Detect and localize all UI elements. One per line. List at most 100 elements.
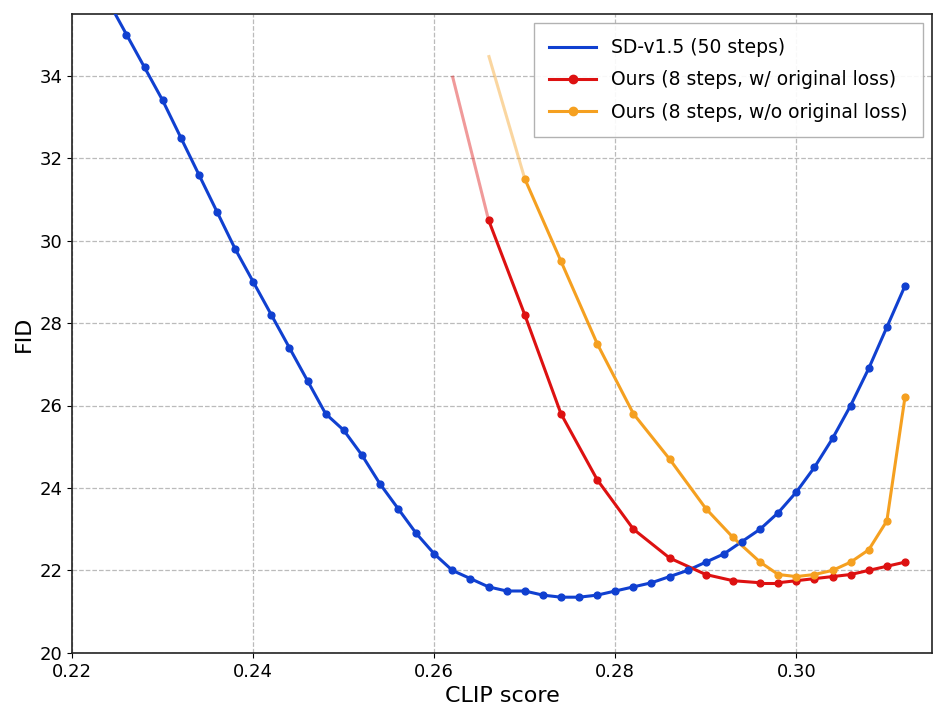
Point bbox=[409, 528, 424, 539]
Point bbox=[771, 507, 786, 518]
Point bbox=[898, 557, 913, 568]
Point bbox=[481, 50, 496, 61]
Point bbox=[517, 309, 533, 320]
SD-v1.5 (50 steps) bbox=[175, 133, 186, 142]
Point bbox=[807, 573, 822, 585]
Point bbox=[626, 408, 641, 420]
SD-v1.5 (50 steps) bbox=[537, 591, 549, 600]
Point bbox=[843, 400, 858, 411]
Point bbox=[789, 486, 804, 498]
Point bbox=[589, 474, 604, 485]
SD-v1.5 (50 steps) bbox=[411, 529, 422, 538]
Point bbox=[879, 560, 894, 572]
Point bbox=[571, 591, 587, 603]
Line: SD-v1.5 (50 steps): SD-v1.5 (50 steps) bbox=[90, 0, 905, 597]
SD-v1.5 (50 steps) bbox=[320, 410, 331, 418]
Point bbox=[535, 590, 551, 601]
SD-v1.5 (50 steps) bbox=[700, 558, 711, 567]
Point bbox=[155, 95, 170, 107]
Point bbox=[680, 564, 695, 576]
SD-v1.5 (50 steps) bbox=[393, 504, 404, 513]
Point bbox=[898, 392, 913, 403]
Point bbox=[825, 571, 840, 582]
SD-v1.5 (50 steps) bbox=[482, 582, 494, 591]
Point bbox=[726, 531, 741, 543]
Point bbox=[662, 571, 677, 582]
SD-v1.5 (50 steps) bbox=[573, 593, 585, 601]
Point bbox=[553, 408, 569, 420]
SD-v1.5 (50 steps) bbox=[718, 549, 729, 558]
Point bbox=[391, 503, 406, 514]
Point bbox=[861, 564, 876, 576]
Point bbox=[517, 585, 533, 597]
SD-v1.5 (50 steps) bbox=[845, 401, 856, 410]
Point bbox=[481, 581, 496, 593]
Point bbox=[879, 516, 894, 527]
SD-v1.5 (50 steps) bbox=[863, 364, 874, 373]
Point bbox=[879, 321, 894, 333]
Point bbox=[553, 256, 569, 267]
Point bbox=[607, 585, 622, 597]
Point bbox=[771, 577, 786, 588]
SD-v1.5 (50 steps) bbox=[211, 207, 222, 216]
Point bbox=[264, 309, 279, 320]
Point bbox=[662, 454, 677, 465]
Point bbox=[843, 557, 858, 568]
SD-v1.5 (50 steps) bbox=[121, 30, 132, 39]
SD-v1.5 (50 steps) bbox=[682, 566, 693, 575]
SD-v1.5 (50 steps) bbox=[429, 549, 440, 558]
Point bbox=[626, 523, 641, 535]
SD-v1.5 (50 steps) bbox=[773, 508, 784, 517]
SD-v1.5 (50 steps) bbox=[591, 591, 603, 600]
Point bbox=[825, 564, 840, 576]
SD-v1.5 (50 steps) bbox=[628, 582, 639, 591]
Point bbox=[698, 503, 713, 514]
SD-v1.5 (50 steps) bbox=[230, 245, 241, 253]
Point bbox=[209, 206, 224, 217]
SD-v1.5 (50 steps) bbox=[609, 587, 621, 595]
Point bbox=[589, 590, 604, 601]
Point bbox=[191, 169, 206, 181]
Point bbox=[300, 375, 315, 387]
Point bbox=[753, 523, 768, 535]
SD-v1.5 (50 steps) bbox=[284, 343, 295, 352]
SD-v1.5 (50 steps) bbox=[791, 487, 802, 496]
Point bbox=[246, 276, 261, 287]
SD-v1.5 (50 steps) bbox=[139, 63, 150, 72]
X-axis label: CLIP score: CLIP score bbox=[445, 686, 559, 706]
SD-v1.5 (50 steps) bbox=[266, 310, 277, 319]
Point bbox=[499, 585, 515, 597]
Point bbox=[517, 173, 533, 184]
Point bbox=[553, 591, 569, 603]
Point bbox=[228, 243, 243, 255]
Point bbox=[861, 544, 876, 556]
Point bbox=[861, 363, 876, 374]
Point bbox=[789, 575, 804, 587]
Point bbox=[771, 569, 786, 580]
Point bbox=[898, 280, 913, 292]
SD-v1.5 (50 steps) bbox=[827, 434, 838, 443]
Point bbox=[373, 478, 388, 490]
Point bbox=[481, 215, 496, 226]
SD-v1.5 (50 steps) bbox=[302, 377, 313, 385]
SD-v1.5 (50 steps) bbox=[664, 572, 675, 581]
Y-axis label: FID: FID bbox=[14, 315, 34, 351]
SD-v1.5 (50 steps) bbox=[501, 587, 513, 595]
Point bbox=[716, 548, 731, 559]
Point bbox=[662, 552, 677, 564]
Point bbox=[789, 571, 804, 582]
Point bbox=[589, 338, 604, 349]
SD-v1.5 (50 steps) bbox=[464, 575, 476, 583]
SD-v1.5 (50 steps) bbox=[519, 587, 531, 595]
SD-v1.5 (50 steps) bbox=[157, 96, 168, 105]
SD-v1.5 (50 steps) bbox=[881, 323, 892, 331]
Point bbox=[734, 536, 749, 547]
Point bbox=[354, 449, 369, 461]
SD-v1.5 (50 steps) bbox=[755, 525, 766, 534]
Point bbox=[807, 569, 822, 580]
Point bbox=[119, 29, 134, 40]
SD-v1.5 (50 steps) bbox=[555, 593, 567, 601]
Point bbox=[753, 577, 768, 588]
Point bbox=[318, 408, 333, 420]
SD-v1.5 (50 steps) bbox=[646, 578, 657, 587]
